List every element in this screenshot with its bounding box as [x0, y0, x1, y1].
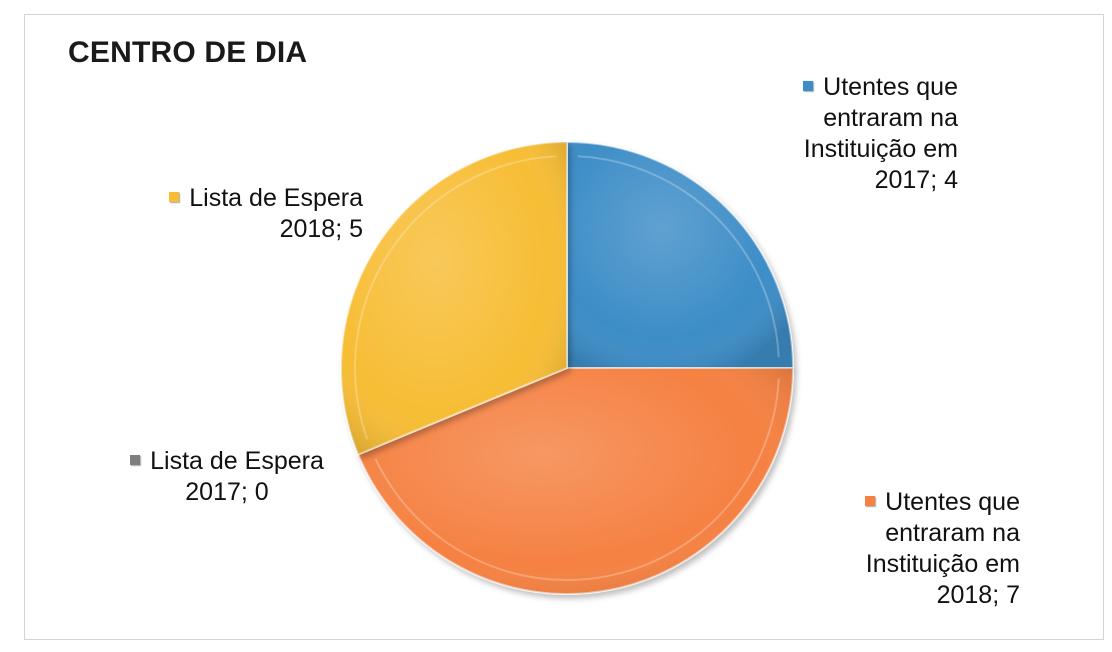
pie-slice-bevel-0	[567, 142, 793, 368]
pie-slice-edge-1	[374, 378, 780, 582]
data-label-utentes-2018: Utentes que entraram na Instituição em 2…	[800, 487, 1020, 611]
data-label-line: Instituição em	[865, 550, 1020, 578]
pie-slice-bevel-1	[358, 368, 793, 595]
data-label-line: 2017; 4	[874, 166, 958, 194]
swatch-utentes-2018	[865, 496, 876, 506]
data-label-line: Instituição em	[803, 135, 958, 163]
data-label-line: Lista de Espera	[150, 447, 324, 475]
pie-slice-edge-0	[577, 155, 780, 358]
data-label-line: Lista de Espera	[189, 184, 363, 212]
data-label-line: 2018; 7	[936, 581, 1020, 609]
data-label-line: entraram na	[823, 104, 958, 132]
pie-slice-bevel-3	[340, 142, 567, 455]
data-label-espera-2017: Lista de Espera 2017; 0	[102, 446, 352, 508]
data-label-line: Utentes que	[885, 488, 1020, 516]
data-label-line: 2017; 0	[185, 478, 269, 506]
data-label-line: 2018; 5	[279, 215, 363, 243]
data-label-line: entraram na	[885, 519, 1020, 547]
swatch-utentes-2017	[803, 81, 814, 91]
chart-title: CENTRO DE DIA	[68, 36, 308, 69]
data-label-espera-2018: Lista de Espera 2018; 5	[118, 183, 363, 245]
swatch-espera-2018	[169, 192, 180, 202]
data-label-utentes-2017: Utentes que entraram na Instituição em 2…	[738, 72, 958, 196]
data-label-line: Utentes que	[823, 73, 958, 101]
pie-slice-edge-3	[354, 155, 557, 440]
swatch-espera-2017	[130, 455, 141, 465]
pie-slices	[340, 140, 795, 595]
